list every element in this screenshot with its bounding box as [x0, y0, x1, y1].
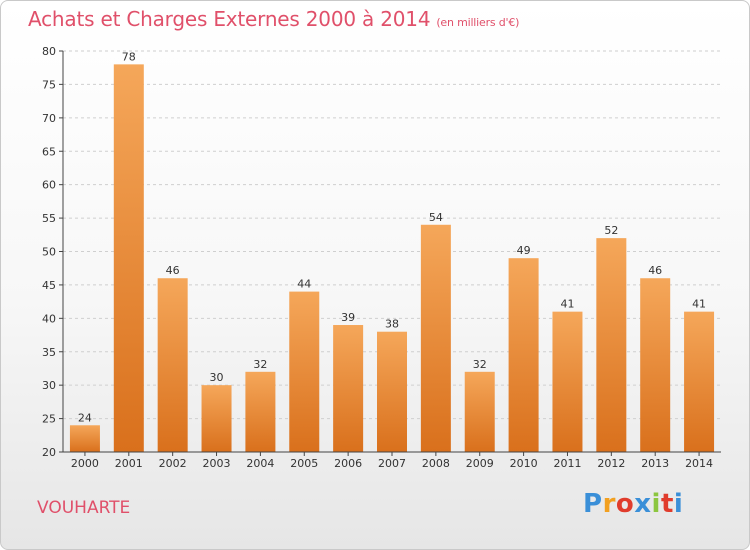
bar-value-label: 41 [692, 298, 706, 311]
bar-value-label: 41 [560, 298, 574, 311]
bar [289, 291, 320, 452]
logo-letter: o [615, 489, 635, 519]
logo-letter: i [673, 489, 684, 519]
x-tick-label: 2004 [246, 457, 274, 470]
chart-title: Achats et Charges Externes 2000 à 2014 (e… [28, 7, 519, 31]
logo-letter: x [634, 489, 652, 519]
chart-subtitle: (en milliers d'€) [436, 16, 520, 29]
y-tick-label: 40 [42, 312, 56, 325]
y-tick-label: 30 [42, 379, 56, 392]
bar [333, 325, 364, 452]
x-tick-label: 2008 [422, 457, 450, 470]
bar-value-label: 54 [429, 211, 443, 224]
bar [69, 425, 100, 452]
x-tick-label: 2005 [290, 457, 318, 470]
bar [113, 64, 144, 452]
y-tick-label: 55 [42, 212, 56, 225]
y-tick-label: 60 [42, 179, 56, 192]
x-tick-label: 2000 [71, 457, 99, 470]
bar-value-label: 49 [517, 244, 531, 257]
y-tick-label: 75 [42, 78, 56, 91]
chart-title-text: Achats et Charges Externes 2000 à 2014 [28, 7, 431, 31]
y-tick-label: 70 [42, 112, 56, 125]
bar [201, 385, 232, 452]
x-tick-label: 2007 [378, 457, 406, 470]
bar-value-label: 39 [341, 311, 355, 324]
bar [245, 371, 276, 452]
y-tick-label: 35 [42, 346, 56, 359]
bar-value-label: 32 [253, 358, 267, 371]
x-tick-label: 2012 [597, 457, 625, 470]
y-tick-label: 20 [42, 446, 56, 459]
bar-value-label: 38 [385, 318, 399, 331]
bar [684, 311, 715, 452]
x-tick-label: 2014 [685, 457, 713, 470]
bar-value-label: 46 [648, 264, 662, 277]
bar [464, 371, 495, 452]
x-tick-label: 2011 [553, 457, 581, 470]
bar [596, 238, 627, 452]
y-tick-label: 50 [42, 246, 56, 259]
bar-value-label: 32 [473, 358, 487, 371]
bar-value-label: 46 [166, 264, 180, 277]
x-tick-label: 2009 [466, 457, 494, 470]
x-tick-label: 2003 [203, 457, 231, 470]
bar-value-label: 24 [78, 411, 92, 424]
y-tick-label: 25 [42, 413, 56, 426]
bar-value-label: 44 [297, 278, 311, 291]
city-name: VOUHARTE [37, 498, 131, 518]
bar-value-label: 78 [122, 50, 136, 63]
x-tick-label: 2002 [159, 457, 187, 470]
logo-letter: i [651, 489, 661, 519]
y-tick-label: 65 [42, 145, 56, 158]
y-tick-label: 45 [42, 279, 56, 292]
bar [552, 311, 583, 452]
bar-value-label: 30 [210, 371, 224, 384]
logo-letter: t [660, 489, 674, 519]
proxiti-logo[interactable]: Proxiti [583, 489, 683, 519]
y-tick-label: 80 [42, 45, 56, 58]
x-tick-label: 2013 [641, 457, 669, 470]
bar-value-label: 52 [604, 224, 618, 237]
bar [420, 224, 451, 452]
bar [377, 331, 407, 452]
logo-letter: P [583, 489, 603, 519]
bar [640, 278, 671, 452]
x-tick-label: 2001 [115, 457, 143, 470]
bar [508, 258, 539, 452]
x-tick-label: 2006 [334, 457, 362, 470]
x-tick-label: 2010 [510, 457, 538, 470]
logo-letter: r [602, 489, 616, 519]
bar [157, 278, 188, 452]
